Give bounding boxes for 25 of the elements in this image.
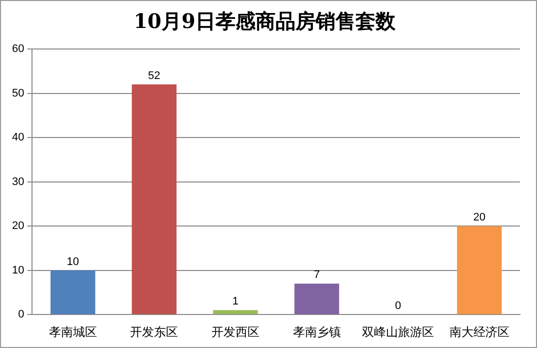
x-tick-label: 双峰山旅游区	[362, 324, 434, 339]
x-tick-label: 开发东区	[130, 324, 178, 339]
data-label: 52	[148, 70, 160, 82]
y-tick-label: 20	[12, 220, 24, 232]
x-tick-label: 开发西区	[211, 324, 260, 339]
x-tick-label: 南大经济区	[449, 324, 510, 339]
y-tick-label: 30	[12, 176, 24, 188]
y-tick-label: 60	[12, 43, 24, 56]
y-tick-label: 40	[12, 132, 24, 144]
data-label: 7	[314, 269, 320, 282]
data-label: 0	[394, 300, 402, 312]
bar	[132, 84, 177, 314]
data-label: 10	[66, 256, 80, 268]
data-label: 20	[473, 212, 486, 224]
bar	[456, 226, 502, 314]
y-tick-label: 0	[18, 308, 24, 321]
y-tick-label: 50	[12, 87, 24, 100]
chart-title: 10月9日孝感商品房销售套数	[134, 9, 396, 34]
bar	[50, 270, 96, 314]
x-tick-label: 孝南乡镇	[292, 324, 341, 339]
y-tick-label: 10	[12, 264, 24, 276]
bar	[213, 310, 258, 314]
bar	[294, 284, 340, 314]
x-tick-label: 孝南城区	[48, 324, 97, 339]
data-label: 1	[232, 296, 239, 308]
